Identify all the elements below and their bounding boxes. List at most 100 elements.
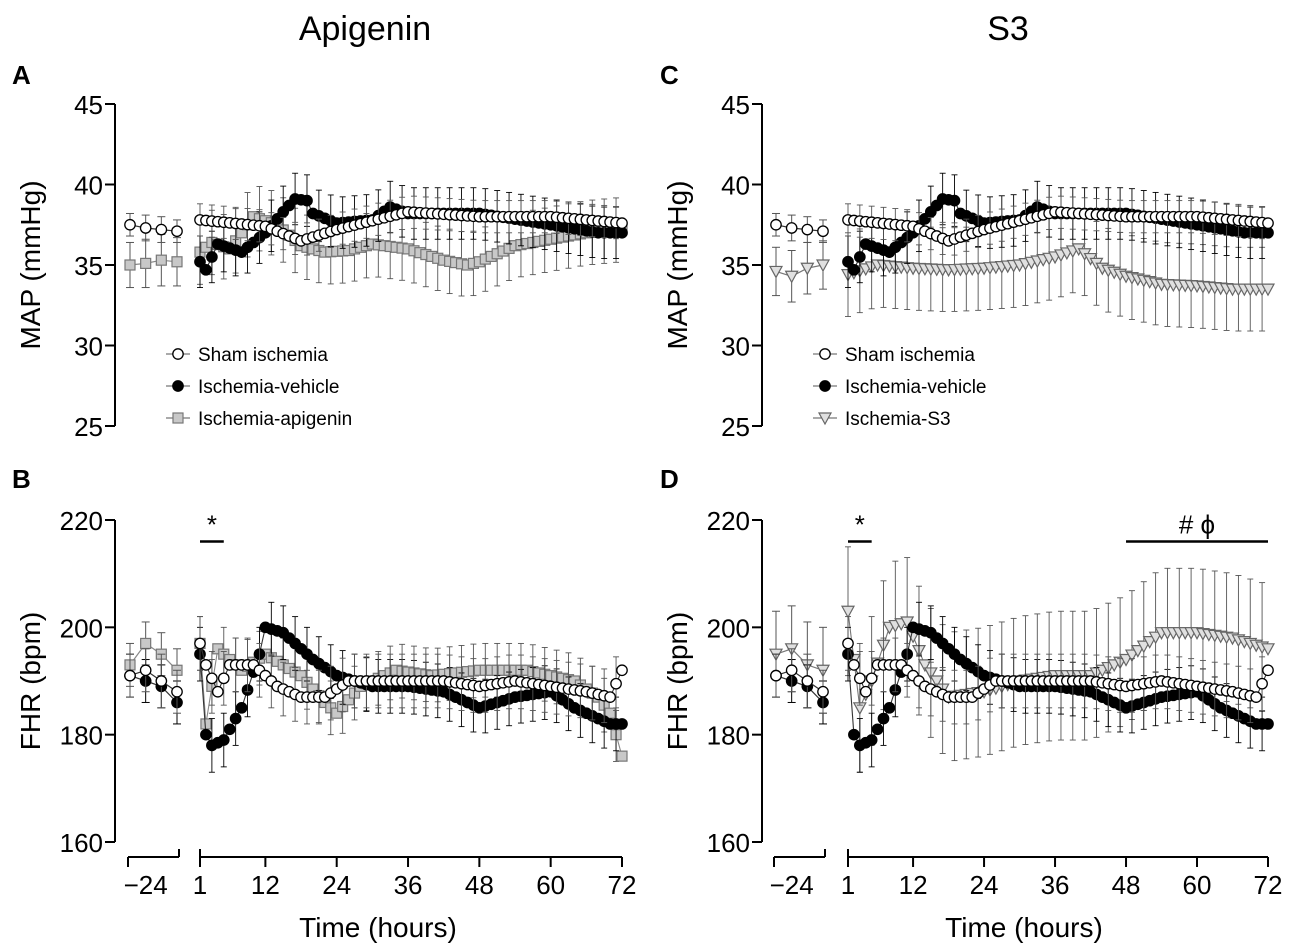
- legend: Sham ischemia Ischemia-vehicle Ischemia-ap…: [166, 345, 352, 430]
- series-line-baseline: [129, 675, 178, 703]
- legend-label: Ischemia-apigenin: [198, 409, 352, 430]
- data-point: [1136, 640, 1151, 654]
- x-tick-label: 1: [193, 870, 207, 900]
- data-point: [871, 723, 884, 736]
- data-point: [223, 723, 236, 736]
- y-tick-label: 200: [60, 613, 103, 643]
- y-tick-label: 200: [707, 613, 750, 643]
- data-point: [848, 263, 860, 276]
- data-point: [217, 672, 230, 685]
- x-tick-label: 24: [970, 870, 999, 900]
- data-point: [229, 712, 242, 725]
- data-point: [616, 226, 628, 239]
- y-tick-label: 45: [74, 90, 103, 120]
- data-point: [342, 694, 355, 706]
- data-point: [155, 223, 168, 236]
- y-axis-label: MAP (mmHg): [15, 180, 46, 349]
- panels: A 25 30 35 40 45 MAP (mmHg) Sham ischemia Ischem…: [12, 60, 1282, 943]
- data-point: [817, 225, 829, 238]
- data-point: [1262, 718, 1274, 730]
- data-point: [139, 664, 152, 677]
- x-tick-label: 60: [1183, 870, 1212, 900]
- x-tick-label: −24: [124, 870, 168, 900]
- data-point: [1262, 664, 1274, 677]
- y-axis-label: MAP (mmHg): [662, 180, 693, 349]
- data-point: [801, 675, 814, 687]
- data-point: [206, 672, 218, 685]
- series-line-baseline: [775, 675, 824, 703]
- data-point: [784, 270, 799, 284]
- y-tick-label: 220: [60, 506, 103, 536]
- x-axis-label: Time (hours): [945, 912, 1103, 943]
- series-line-baseline: [129, 642, 178, 671]
- data-point: [1262, 226, 1274, 239]
- data-point: [801, 223, 814, 236]
- y-tick-label: 160: [60, 828, 103, 858]
- legend-marker: [819, 348, 831, 360]
- series-sham-ischemia: [770, 616, 1274, 725]
- data-point: [616, 217, 628, 229]
- y-tick-label: 180: [707, 721, 750, 751]
- data-point: [883, 701, 896, 714]
- data-point: [848, 728, 860, 741]
- data-point: [200, 659, 212, 671]
- data-point: [815, 259, 831, 273]
- data-point: [140, 257, 152, 269]
- series-line-baseline: [775, 648, 824, 671]
- panel-d: D 160 180 200 220 FHR (bpm) −24 1 12 24 36 48 60 72 Ti…: [660, 464, 1282, 943]
- data-point: [865, 672, 878, 685]
- data-point: [610, 677, 622, 690]
- data-point: [865, 734, 878, 746]
- data-point: [155, 254, 167, 266]
- significance-label: *: [207, 509, 217, 539]
- series-line-baseline: [129, 259, 178, 266]
- y-tick-label: 25: [721, 412, 750, 442]
- y-tick-label: 35: [721, 251, 750, 281]
- data-point: [217, 734, 230, 746]
- data-point: [948, 194, 961, 207]
- x-tick-label: 72: [1254, 870, 1283, 900]
- data-point: [770, 218, 782, 231]
- data-point: [200, 728, 212, 741]
- y-tick-label: 180: [60, 721, 103, 751]
- legend-marker: [172, 380, 184, 392]
- data-point: [211, 685, 224, 698]
- legend-label: Ischemia-S3: [845, 409, 951, 430]
- x-tick-label: −24: [770, 870, 814, 900]
- legend-marker: [172, 348, 184, 360]
- data-point: [616, 718, 628, 730]
- data-point: [171, 256, 183, 268]
- data-point: [1124, 649, 1139, 663]
- series-line-baseline: [775, 669, 824, 693]
- data-point: [840, 605, 856, 619]
- data-point: [785, 664, 798, 677]
- data-point: [877, 712, 890, 725]
- legend-label: Ischemia-vehicle: [845, 377, 987, 398]
- legend: Sham ischemia Ischemia-vehicle Ischemia-S3: [813, 345, 987, 430]
- data-point: [1119, 653, 1134, 667]
- data-point: [194, 637, 206, 650]
- data-point: [295, 670, 307, 682]
- data-point: [200, 263, 212, 276]
- panel-letter-b: B: [12, 464, 31, 494]
- legend-label: Sham ischemia: [845, 345, 975, 366]
- data-point: [206, 251, 218, 263]
- panel-letter-a: A: [12, 60, 31, 90]
- legend-label: Ischemia-vehicle: [198, 377, 340, 398]
- data-point: [1148, 631, 1163, 645]
- series-sham-ischemia: [124, 195, 628, 256]
- x-tick-label: 60: [536, 870, 565, 900]
- y-tick-label: 220: [707, 506, 750, 536]
- data-point: [139, 222, 152, 234]
- y-tick-label: 160: [707, 828, 750, 858]
- data-point: [171, 225, 183, 238]
- column-title-apigenin: Apigenin: [299, 10, 431, 48]
- data-point: [155, 675, 168, 687]
- x-tick-label: 36: [394, 870, 423, 900]
- significance-label: *: [855, 509, 865, 539]
- data-point: [301, 194, 313, 207]
- data-point: [1250, 691, 1263, 703]
- data-point: [124, 669, 136, 682]
- panel-c: C 25 30 35 40 45 MAP (mmHg) Sham ischemia Ischem…: [660, 60, 1276, 442]
